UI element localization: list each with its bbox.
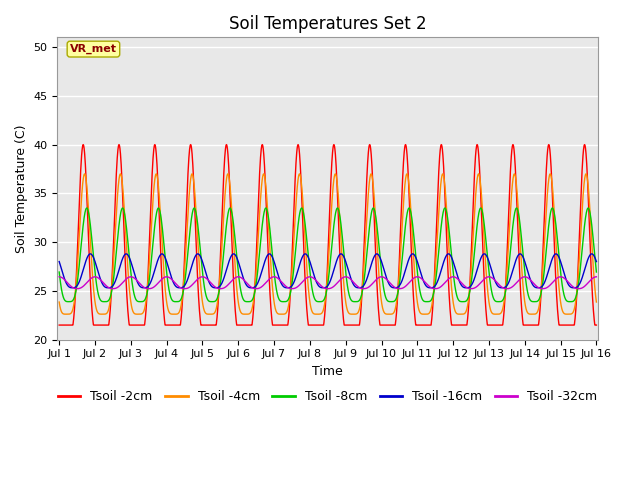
Tsoil -2cm: [582, 151, 590, 156]
Tsoil -8cm: [262, 205, 269, 211]
Tsoil -2cm: [593, 322, 600, 328]
Tsoil -2cm: [580, 142, 588, 147]
Tsoil -32cm: [593, 274, 600, 280]
Tsoil -8cm: [116, 211, 124, 216]
Tsoil -4cm: [593, 299, 600, 305]
Y-axis label: Soil Temperature (C): Soil Temperature (C): [15, 124, 28, 253]
Tsoil -32cm: [148, 285, 156, 291]
Tsoil -4cm: [63, 312, 70, 317]
Tsoil -4cm: [116, 171, 124, 177]
Line: Tsoil -32cm: Tsoil -32cm: [59, 277, 596, 288]
Tsoil -4cm: [582, 171, 590, 177]
Tsoil -16cm: [262, 257, 269, 263]
Tsoil -4cm: [262, 179, 269, 184]
Tsoil -2cm: [524, 322, 532, 328]
Tsoil -16cm: [55, 259, 63, 264]
Tsoil -8cm: [148, 245, 156, 251]
Tsoil -8cm: [55, 269, 63, 275]
Tsoil -32cm: [582, 282, 590, 288]
Tsoil -32cm: [73, 286, 81, 291]
Line: Tsoil -2cm: Tsoil -2cm: [59, 144, 596, 325]
Tsoil -16cm: [68, 285, 76, 291]
Tsoil -16cm: [116, 262, 124, 267]
Tsoil -16cm: [593, 259, 600, 264]
Line: Tsoil -16cm: Tsoil -16cm: [59, 254, 596, 288]
Tsoil -4cm: [524, 311, 532, 316]
Title: Soil Temperatures Set 2: Soil Temperatures Set 2: [229, 15, 427, 33]
Tsoil -32cm: [285, 285, 292, 291]
Tsoil -2cm: [116, 151, 124, 156]
Tsoil -8cm: [593, 269, 600, 275]
Tsoil -2cm: [261, 177, 269, 182]
Tsoil -32cm: [55, 274, 63, 280]
Tsoil -8cm: [584, 205, 592, 211]
Tsoil -16cm: [285, 285, 292, 290]
Line: Tsoil -8cm: Tsoil -8cm: [59, 208, 596, 301]
Tsoil -4cm: [55, 299, 63, 305]
Tsoil -16cm: [582, 262, 590, 268]
Text: VR_met: VR_met: [70, 44, 117, 54]
Tsoil -32cm: [262, 280, 269, 286]
Tsoil -8cm: [582, 212, 590, 217]
Line: Tsoil -4cm: Tsoil -4cm: [59, 174, 596, 314]
Tsoil -32cm: [116, 282, 124, 288]
Tsoil -2cm: [285, 316, 292, 322]
Tsoil -16cm: [524, 270, 532, 276]
Tsoil -2cm: [55, 322, 63, 328]
Legend: Tsoil -2cm, Tsoil -4cm, Tsoil -8cm, Tsoil -16cm, Tsoil -32cm: Tsoil -2cm, Tsoil -4cm, Tsoil -8cm, Tsoi…: [53, 385, 603, 408]
Tsoil -16cm: [588, 251, 596, 257]
Tsoil -4cm: [148, 204, 156, 210]
Tsoil -8cm: [65, 299, 73, 304]
Tsoil -4cm: [285, 302, 292, 308]
Tsoil -4cm: [582, 171, 590, 177]
Tsoil -8cm: [285, 296, 292, 302]
Tsoil -2cm: [148, 167, 156, 173]
Tsoil -16cm: [148, 275, 156, 280]
Tsoil -8cm: [524, 292, 532, 298]
X-axis label: Time: Time: [312, 365, 343, 378]
Tsoil -32cm: [524, 275, 532, 281]
